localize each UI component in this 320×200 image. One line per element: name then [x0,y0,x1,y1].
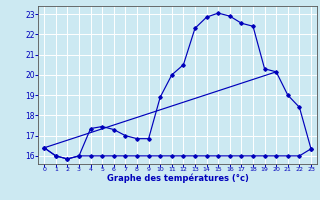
X-axis label: Graphe des températures (°c): Graphe des températures (°c) [107,174,249,183]
